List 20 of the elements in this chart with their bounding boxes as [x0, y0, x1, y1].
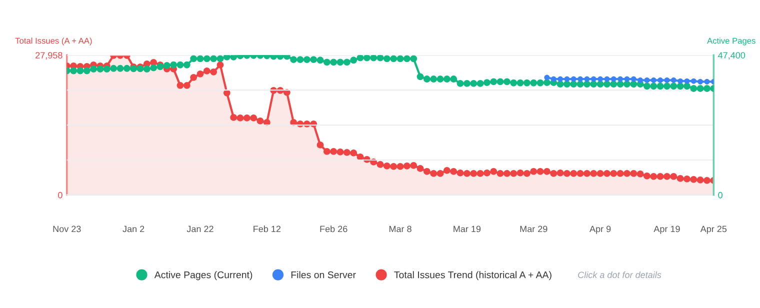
text: Click a dot for details — [578, 271, 662, 278]
y-axis-title: Total Issues (A + AA) — [15, 38, 92, 46]
x-tick-label: Apr 25 — [700, 226, 727, 234]
y2-tick-label: 0 — [718, 192, 722, 198]
legend-label: Files on Server — [291, 271, 356, 278]
x-tick-label: Feb 12 — [254, 226, 281, 232]
y-tick-label: 27,958 — [36, 52, 62, 60]
x-tick-label: Mar 19 — [454, 226, 481, 232]
y2-tick-label: 47,400 — [718, 52, 746, 60]
x-tick-label: Apr 9 — [590, 226, 611, 234]
x-tick-label: Jan 22 — [186, 226, 214, 232]
x-tick-label: Jan 2 — [122, 226, 144, 232]
legend-label: Active Pages (Current) — [154, 271, 252, 280]
x-tick-label: Mar 29 — [520, 226, 548, 232]
x-tick-label: Feb 26 — [320, 226, 348, 232]
legend-label: Total Issues Trend (historical A + AA) — [394, 271, 552, 280]
y2-axis-title: Active Pages — [707, 38, 756, 46]
x-tick-label: Mar 8 — [389, 226, 412, 232]
x-tick-label: Apr 19 — [654, 226, 680, 234]
x-tick-label: Nov 23 — [53, 226, 81, 232]
